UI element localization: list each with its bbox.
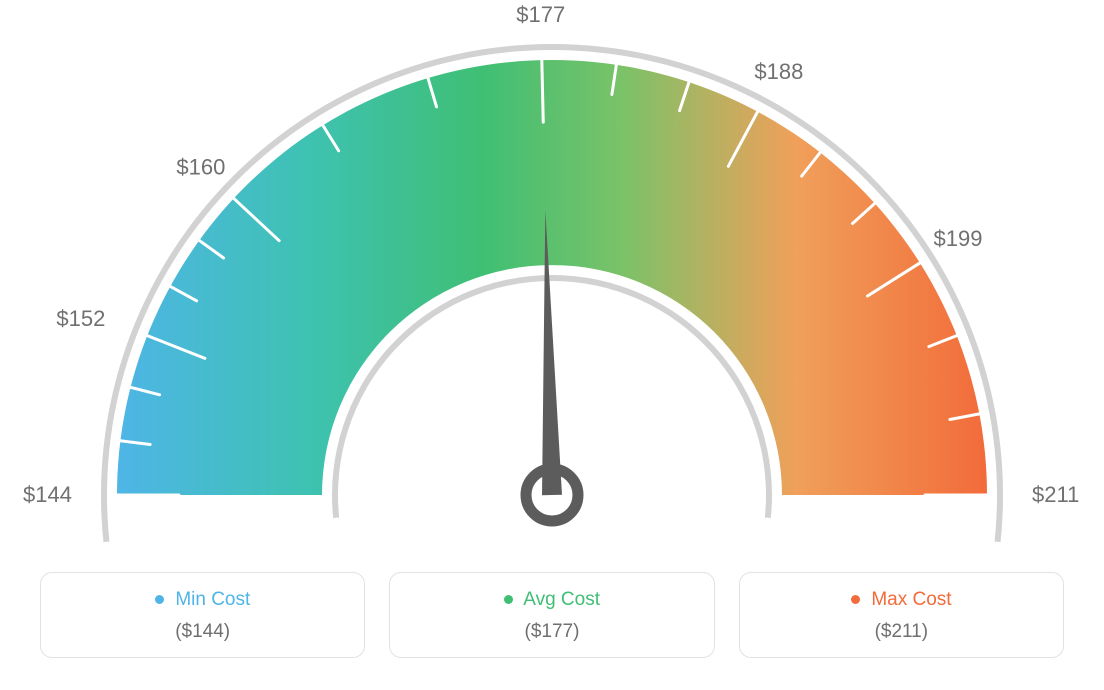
svg-text:$160: $160 bbox=[176, 155, 225, 180]
legend-avg-label: Avg Cost bbox=[390, 589, 713, 611]
legend-min-text: Min Cost bbox=[175, 589, 250, 610]
legend-card-min: Min Cost ($144) bbox=[40, 572, 365, 658]
dot-icon bbox=[504, 595, 513, 604]
dot-icon bbox=[155, 595, 164, 604]
legend-avg-value: ($177) bbox=[390, 621, 713, 643]
gauge-svg: $144 $152 $160 $177 $188 $199 $211 bbox=[0, 0, 1104, 560]
svg-text:$177: $177 bbox=[516, 2, 565, 27]
legend-min-value: ($144) bbox=[41, 621, 364, 643]
legend-max-text: Max Cost bbox=[871, 589, 951, 610]
svg-text:$199: $199 bbox=[934, 226, 983, 251]
legend-row: Min Cost ($144) Avg Cost ($177) Max Cost… bbox=[0, 572, 1104, 658]
dot-icon bbox=[851, 595, 860, 604]
legend-max-label: Max Cost bbox=[740, 589, 1063, 611]
gauge-chart: $144 $152 $160 $177 $188 $199 $211 Min Cost ($… bbox=[0, 0, 1104, 690]
legend-avg-text: Avg Cost bbox=[523, 589, 600, 610]
legend-card-max: Max Cost ($211) bbox=[739, 572, 1064, 658]
svg-text:$188: $188 bbox=[754, 59, 803, 84]
legend-max-value: ($211) bbox=[740, 621, 1063, 643]
svg-text:$211: $211 bbox=[1032, 482, 1079, 507]
svg-text:$152: $152 bbox=[56, 306, 105, 331]
legend-min-label: Min Cost bbox=[41, 589, 364, 611]
legend-card-avg: Avg Cost ($177) bbox=[389, 572, 714, 658]
svg-text:$144: $144 bbox=[23, 482, 72, 507]
